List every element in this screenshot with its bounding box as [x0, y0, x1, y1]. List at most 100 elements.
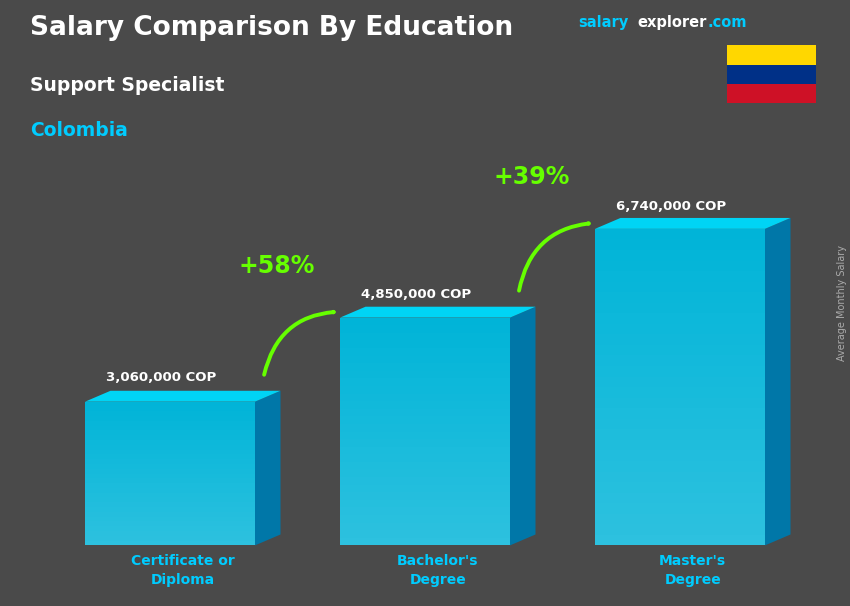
Bar	[85, 488, 255, 493]
Bar	[85, 521, 255, 526]
Polygon shape	[340, 307, 536, 318]
Text: 4,850,000 COP: 4,850,000 COP	[361, 288, 472, 301]
Bar	[340, 341, 510, 348]
Bar	[85, 517, 255, 521]
Bar	[340, 530, 510, 538]
Bar	[595, 229, 765, 239]
Text: +39%: +39%	[493, 165, 570, 189]
Bar	[85, 493, 255, 498]
Bar	[340, 454, 510, 462]
Text: +58%: +58%	[238, 254, 314, 278]
Bar	[595, 429, 765, 440]
Bar	[85, 450, 255, 454]
Bar	[340, 515, 510, 522]
Bar	[85, 445, 255, 450]
Text: 6,740,000 COP: 6,740,000 COP	[616, 200, 727, 213]
Bar	[595, 250, 765, 261]
Bar	[340, 333, 510, 341]
Bar	[727, 45, 816, 65]
Bar	[340, 386, 510, 393]
Bar	[340, 538, 510, 545]
Bar	[85, 407, 255, 411]
Polygon shape	[595, 218, 791, 229]
Polygon shape	[85, 402, 255, 545]
Bar	[85, 454, 255, 459]
Bar	[85, 402, 255, 407]
Bar	[85, 478, 255, 483]
Polygon shape	[510, 307, 536, 545]
Bar	[595, 482, 765, 493]
Bar	[85, 473, 255, 478]
Bar	[340, 393, 510, 401]
Bar	[340, 371, 510, 378]
Text: Salary Comparison By Education: Salary Comparison By Education	[30, 15, 513, 41]
Bar	[340, 462, 510, 470]
Bar	[595, 376, 765, 387]
Text: Bachelor's
Degree: Bachelor's Degree	[397, 554, 479, 587]
Bar	[595, 461, 765, 471]
Bar	[595, 493, 765, 503]
Bar	[340, 318, 510, 325]
Bar	[727, 84, 816, 103]
Bar	[340, 470, 510, 477]
Bar	[595, 408, 765, 419]
Bar	[85, 425, 255, 430]
Bar	[595, 313, 765, 324]
Bar	[595, 324, 765, 335]
Bar	[340, 408, 510, 416]
Bar	[595, 440, 765, 450]
Bar	[340, 477, 510, 485]
Bar	[85, 531, 255, 536]
Bar	[85, 536, 255, 541]
FancyArrowPatch shape	[264, 311, 334, 375]
Bar	[595, 387, 765, 398]
Bar	[340, 416, 510, 424]
Text: Colombia: Colombia	[30, 121, 127, 140]
Polygon shape	[255, 391, 280, 545]
Bar	[340, 363, 510, 371]
Bar	[595, 303, 765, 313]
Text: Average Monthly Salary: Average Monthly Salary	[837, 245, 847, 361]
Bar	[340, 401, 510, 408]
Bar	[340, 424, 510, 431]
Bar	[595, 335, 765, 345]
Bar	[85, 526, 255, 531]
Bar	[85, 435, 255, 440]
Bar	[595, 524, 765, 535]
Text: .com: .com	[707, 15, 746, 30]
Bar	[340, 507, 510, 515]
Bar	[85, 512, 255, 517]
Bar	[340, 325, 510, 333]
Bar	[595, 292, 765, 303]
Bar	[85, 498, 255, 502]
Bar	[595, 356, 765, 366]
Bar	[727, 65, 816, 84]
Bar	[85, 459, 255, 464]
Text: 3,060,000 COP: 3,060,000 COP	[106, 370, 217, 384]
Polygon shape	[595, 229, 765, 545]
Bar	[595, 471, 765, 482]
Bar	[340, 439, 510, 447]
Bar	[85, 541, 255, 545]
Bar	[340, 485, 510, 492]
Bar	[340, 492, 510, 500]
Bar	[85, 430, 255, 435]
Bar	[85, 464, 255, 469]
Bar	[595, 239, 765, 250]
Bar	[595, 419, 765, 429]
Bar	[85, 416, 255, 421]
Bar	[595, 366, 765, 376]
Bar	[85, 440, 255, 445]
Bar	[595, 271, 765, 282]
Bar	[340, 431, 510, 439]
Bar	[340, 522, 510, 530]
Text: salary: salary	[578, 15, 628, 30]
Text: Support Specialist: Support Specialist	[30, 76, 224, 95]
Polygon shape	[85, 391, 280, 402]
Bar	[85, 507, 255, 512]
Bar	[595, 535, 765, 545]
Bar	[595, 450, 765, 461]
Bar	[85, 411, 255, 416]
Bar	[595, 282, 765, 292]
Bar	[340, 500, 510, 507]
